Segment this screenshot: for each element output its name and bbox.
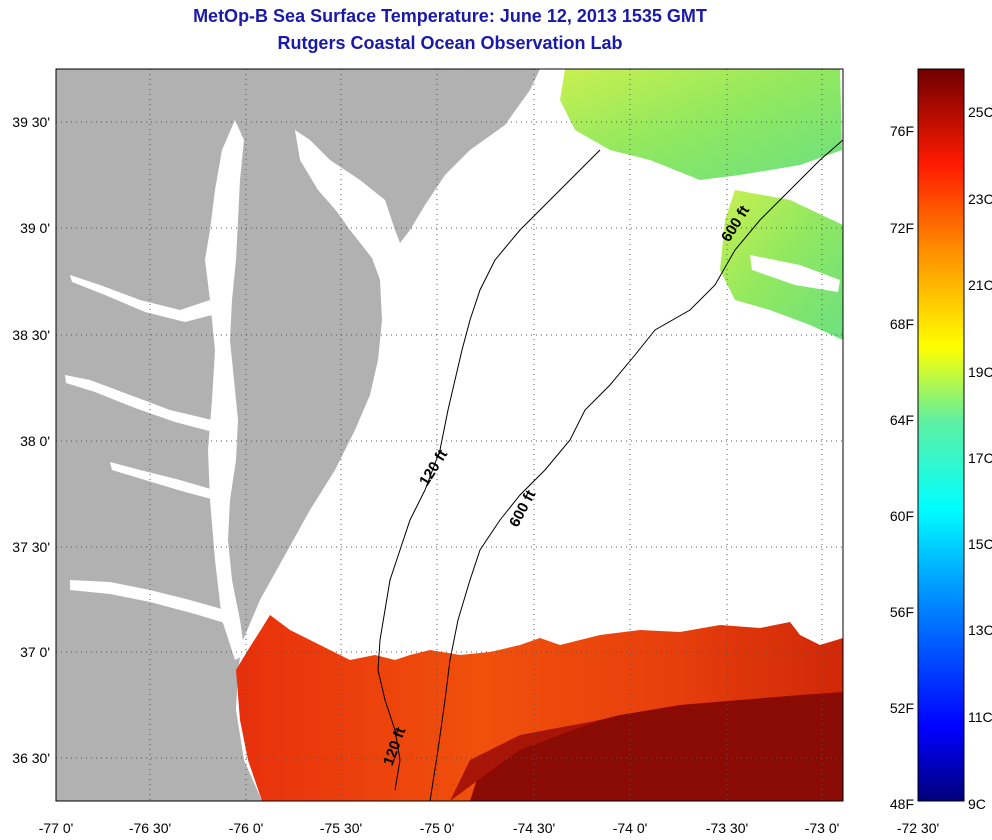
colorbar-c-17: 17C xyxy=(968,450,992,466)
colorbar-f-48: 48F xyxy=(889,796,914,812)
lon-label-72-30: -72 30' xyxy=(896,820,940,836)
colorbar-f-56: 56F xyxy=(889,604,914,620)
lon-label-76-0: -76 0' xyxy=(228,820,264,836)
contour-600ft xyxy=(429,139,843,801)
colorbar-f-76: 76F xyxy=(889,123,914,139)
colorbar-c-11: 11C xyxy=(968,709,992,725)
lat-label-36-30: 36 30' xyxy=(12,750,50,766)
lat-label-39-0: 39 0' xyxy=(20,220,50,236)
lat-label-38-30: 38 30' xyxy=(12,327,50,343)
graticule xyxy=(56,69,843,801)
lon-label-77-0: -77 0' xyxy=(38,820,74,836)
rappahannock-river xyxy=(65,375,213,432)
land-mass xyxy=(56,69,540,801)
hot-sst-edge xyxy=(450,720,600,801)
map-subtitle: Rutgers Coastal Ocean Observation Lab xyxy=(277,33,623,53)
map-frame xyxy=(55,68,844,802)
colorbar-f-60: 60F xyxy=(889,508,914,524)
lat-label-37-30: 37 30' xyxy=(12,539,50,555)
colorbar-c-13: 13C xyxy=(968,622,992,638)
contour-120ft xyxy=(377,149,601,791)
map-title: MetOp-B Sea Surface Temperature: June 12… xyxy=(193,6,707,26)
colorbar-c-9: 9C xyxy=(968,796,986,812)
chesapeake-bay xyxy=(205,120,245,660)
colorbar-c-19: 19C xyxy=(968,364,992,380)
lon-label-73-0: -73 0' xyxy=(804,820,840,836)
lon-label-75-30: -75 30' xyxy=(319,820,363,836)
lon-label-74-0: -74 0' xyxy=(612,820,648,836)
potomac-river xyxy=(70,275,212,322)
delaware-bay xyxy=(295,130,392,258)
lon-label-76-30: -76 30' xyxy=(128,820,172,836)
lat-label-39-30: 39 30' xyxy=(12,114,50,130)
hot-sst-core xyxy=(470,692,843,801)
colorbar-f-68: 68F xyxy=(889,316,914,332)
james-river xyxy=(70,580,228,624)
colorbar xyxy=(917,68,965,802)
lon-label-74-30: -74 30' xyxy=(512,820,556,836)
cloud-gap xyxy=(750,255,840,292)
cool-sst-patch-north xyxy=(560,69,842,180)
colorbar-c-21: 21C xyxy=(968,277,992,293)
colorbar-f-72: 72F xyxy=(889,220,914,236)
colorbar-f-64: 64F xyxy=(889,412,914,428)
colorbar-c-15: 15C xyxy=(968,536,992,552)
lon-label-75-0: -75 0' xyxy=(419,820,455,836)
colorbar-c-23: 23C xyxy=(968,191,992,207)
lat-label-37-0: 37 0' xyxy=(20,644,50,660)
lon-label-73-30: -73 30' xyxy=(705,820,749,836)
colorbar-f-52: 52F xyxy=(889,700,914,716)
york-river xyxy=(110,462,215,500)
colorbar-c-25: 25C xyxy=(968,104,992,120)
lat-label-38-0: 38 0' xyxy=(20,433,50,449)
